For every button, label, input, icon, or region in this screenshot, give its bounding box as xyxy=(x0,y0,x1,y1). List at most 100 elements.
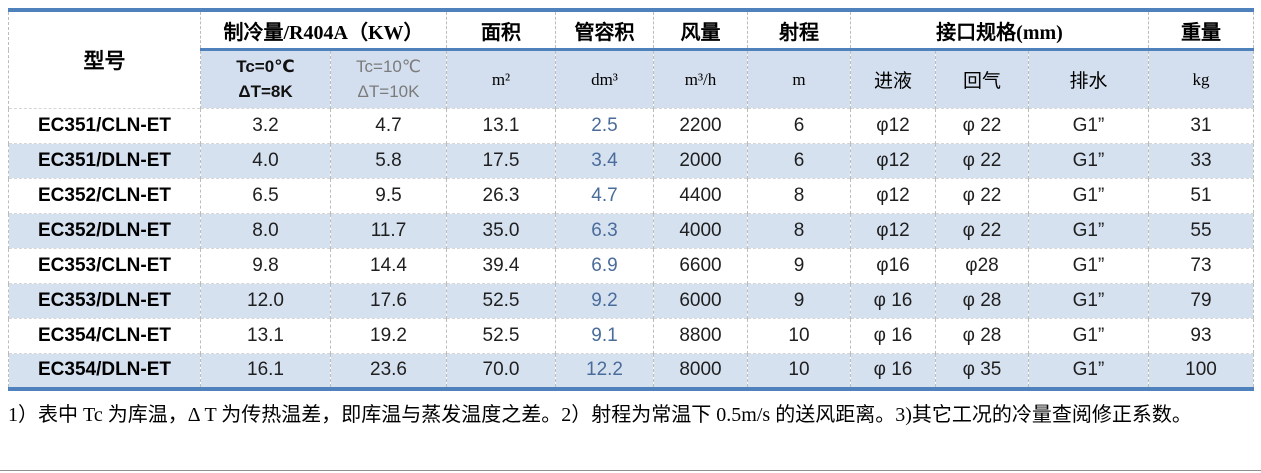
cell-gas-return: φ 35 xyxy=(935,353,1029,389)
col-header-weight: 重量 xyxy=(1148,10,1254,51)
cell-gas-return: φ 22 xyxy=(935,143,1029,179)
cell-gas-return: φ 22 xyxy=(935,213,1029,249)
cell-liquid-inlet: φ16 xyxy=(850,248,936,284)
subheader-volume-unit: dm³ xyxy=(555,49,654,109)
table-row: EC353/CLN-ET 9.8 14.4 39.4 6.9 6600 9 φ1… xyxy=(8,248,1254,284)
subheader-liquid-inlet: 进液 xyxy=(850,49,936,109)
cell-tube-volume: 2.5 xyxy=(555,108,654,144)
col-header-airflow: 风量 xyxy=(653,10,748,51)
header-row-top: 型号 制冷量/R404A（KW） 面积 管容积 风量 射程 接口规格(mm) 重… xyxy=(8,10,1254,109)
cell-cooling-tc0: 16.1 xyxy=(200,353,331,389)
cell-cooling-tc0: 4.0 xyxy=(200,143,331,179)
cell-area: 39.4 xyxy=(446,248,556,284)
cell-cooling-tc10: 5.8 xyxy=(330,143,447,179)
cell-tube-volume: 6.9 xyxy=(555,248,654,284)
cell-weight: 93 xyxy=(1148,318,1254,354)
cell-model: EC354/DLN-ET xyxy=(8,353,201,389)
cell-cooling-tc10: 23.6 xyxy=(330,353,447,389)
cell-area: 17.5 xyxy=(446,143,556,179)
cell-model: EC352/DLN-ET xyxy=(8,213,201,249)
tc0-line2: ΔT=8K xyxy=(238,81,293,101)
cell-cooling-tc10: 11.7 xyxy=(330,213,447,249)
table-row: EC351/CLN-ET 3.2 4.7 13.1 2.5 2200 6 φ12… xyxy=(8,108,1254,144)
cell-cooling-tc0: 13.1 xyxy=(200,318,331,354)
col-header-area: 面积 xyxy=(446,10,556,51)
cell-liquid-inlet: φ12 xyxy=(850,143,936,179)
cell-gas-return: φ 28 xyxy=(935,283,1029,319)
cell-tube-volume: 6.3 xyxy=(555,213,654,249)
cell-tube-volume: 9.2 xyxy=(555,283,654,319)
cell-weight: 73 xyxy=(1148,248,1254,284)
cell-cooling-tc10: 4.7 xyxy=(330,108,447,144)
footnotes: 1）表中 Tc 为库温，Δ T 为传热温差，即库温与蒸发温度之差。2）射程为常温… xyxy=(8,403,1192,426)
cell-airflow: 4000 xyxy=(653,213,748,249)
table-row: EC354/CLN-ET 13.1 19.2 52.5 9.1 8800 10 … xyxy=(8,318,1254,354)
subheader-airflow-unit: m³/h xyxy=(653,49,748,109)
cell-model: EC351/DLN-ET xyxy=(8,143,201,179)
cell-airflow: 4400 xyxy=(653,178,748,214)
cell-cooling-tc0: 3.2 xyxy=(200,108,331,144)
cell-model: EC352/CLN-ET xyxy=(8,178,201,214)
cell-area: 26.3 xyxy=(446,178,556,214)
cell-area: 70.0 xyxy=(446,353,556,389)
subheader-weight-unit: kg xyxy=(1148,49,1254,109)
cell-airflow: 6000 xyxy=(653,283,748,319)
cell-model: EC351/CLN-ET xyxy=(8,108,201,144)
cell-weight: 79 xyxy=(1148,283,1254,319)
table-row: EC351/DLN-ET 4.0 5.8 17.5 3.4 2000 6 φ12… xyxy=(8,143,1254,179)
cell-gas-return: φ 28 xyxy=(935,318,1029,354)
table-row: EC352/CLN-ET 6.5 9.5 26.3 4.7 4400 8 φ12… xyxy=(8,178,1254,214)
cell-drain: G1” xyxy=(1028,213,1149,249)
cell-cooling-tc10: 9.5 xyxy=(330,178,447,214)
cell-model: EC353/CLN-ET xyxy=(8,248,201,284)
cell-throw-range: 8 xyxy=(747,178,851,214)
spec-table: 型号 制冷量/R404A（KW） 面积 管容积 风量 射程 接口规格(mm) 重… xyxy=(8,8,1254,391)
col-header-throw-range: 射程 xyxy=(747,10,851,51)
table-body: EC351/CLN-ET 3.2 4.7 13.1 2.5 2200 6 φ12… xyxy=(8,108,1254,389)
col-header-model: 型号 xyxy=(8,10,201,109)
cell-area: 35.0 xyxy=(446,213,556,249)
subheader-area-unit: m² xyxy=(446,49,556,109)
col-header-port-specs: 接口规格(mm) xyxy=(850,10,1149,51)
cell-throw-range: 9 xyxy=(747,283,851,319)
cell-throw-range: 8 xyxy=(747,213,851,249)
cell-drain: G1” xyxy=(1028,178,1149,214)
cell-liquid-inlet: φ12 xyxy=(850,213,936,249)
cell-airflow: 8000 xyxy=(653,353,748,389)
cell-cooling-tc0: 6.5 xyxy=(200,178,331,214)
cell-gas-return: φ28 xyxy=(935,248,1029,284)
cell-liquid-inlet: φ 16 xyxy=(850,283,936,319)
cell-throw-range: 6 xyxy=(747,108,851,144)
cell-airflow: 2000 xyxy=(653,143,748,179)
cell-drain: G1” xyxy=(1028,108,1149,144)
col-header-tube-volume: 管容积 xyxy=(555,10,654,51)
col-header-cooling-capacity: 制冷量/R404A（KW） xyxy=(200,10,447,51)
cell-liquid-inlet: φ12 xyxy=(850,178,936,214)
bottom-divider xyxy=(0,470,1261,471)
cell-liquid-inlet: φ 16 xyxy=(850,318,936,354)
cell-throw-range: 10 xyxy=(747,318,851,354)
table-row: EC352/DLN-ET 8.0 11.7 35.0 6.3 4000 8 φ1… xyxy=(8,213,1254,249)
cell-liquid-inlet: φ12 xyxy=(850,108,936,144)
subheader-range-unit: m xyxy=(747,49,851,109)
cell-weight: 31 xyxy=(1148,108,1254,144)
cell-drain: G1” xyxy=(1028,283,1149,319)
cell-weight: 55 xyxy=(1148,213,1254,249)
cell-model: EC353/DLN-ET xyxy=(8,283,201,319)
cell-throw-range: 6 xyxy=(747,143,851,179)
cell-area: 52.5 xyxy=(446,318,556,354)
cell-weight: 33 xyxy=(1148,143,1254,179)
cell-drain: G1” xyxy=(1028,318,1149,354)
subheader-tc0: Tc=0℃ ΔT=8K xyxy=(200,49,331,109)
cell-gas-return: φ 22 xyxy=(935,178,1029,214)
cell-cooling-tc10: 19.2 xyxy=(330,318,447,354)
table-row: EC354/DLN-ET 16.1 23.6 70.0 12.2 8000 10… xyxy=(8,353,1254,389)
cell-airflow: 8800 xyxy=(653,318,748,354)
table-row: EC353/DLN-ET 12.0 17.6 52.5 9.2 6000 9 φ… xyxy=(8,283,1254,319)
cell-gas-return: φ 22 xyxy=(935,108,1029,144)
cell-drain: G1” xyxy=(1028,353,1149,389)
cell-model: EC354/CLN-ET xyxy=(8,318,201,354)
tc10-line2: ΔT=10K xyxy=(357,81,420,101)
cell-airflow: 6600 xyxy=(653,248,748,284)
cell-weight: 51 xyxy=(1148,178,1254,214)
